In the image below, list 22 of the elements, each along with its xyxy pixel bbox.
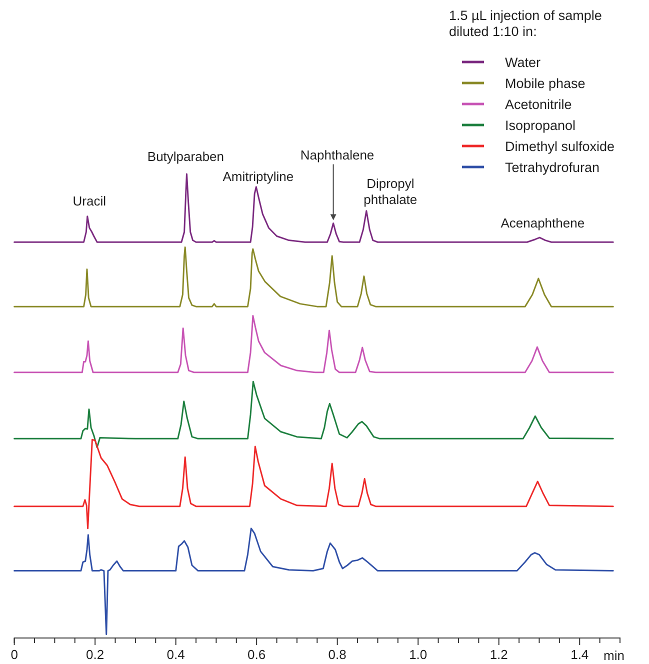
legend-label: Water [505, 55, 542, 70]
x-tick-label: 1.4 [570, 647, 589, 662]
annotation: Uracil [72, 193, 106, 208]
x-tick-label: 1.0 [409, 647, 428, 662]
annotation: Acenaphthene [500, 216, 585, 231]
x-tick-label: 0.8 [328, 647, 346, 662]
x-tick-label: 0.2 [86, 647, 104, 662]
x-axis-title: min [604, 648, 624, 663]
legend-label: Mobile phase [505, 76, 586, 91]
legend-label: Tetrahydrofuran [505, 160, 600, 175]
legend-label: Isopropanol [505, 118, 576, 133]
annotation: Dipropyl phthalate [364, 176, 418, 207]
annotation: Naphthalene [300, 147, 374, 162]
x-tick-label: 0 [10, 647, 18, 662]
legend-label: Dimethyl sulfoxide [505, 139, 615, 154]
x-tick-label: 1.2 [490, 647, 508, 662]
annotation: Amitriptyline [222, 168, 294, 184]
annotation: Butylparaben [147, 149, 224, 164]
legend-title: 1.5 µL injection of sample diluted 1:10 in: [449, 8, 602, 39]
legend-label: Acetonitrile [505, 97, 572, 112]
x-tick-label: 0.6 [248, 647, 266, 662]
x-tick-label: 0.4 [166, 647, 185, 662]
